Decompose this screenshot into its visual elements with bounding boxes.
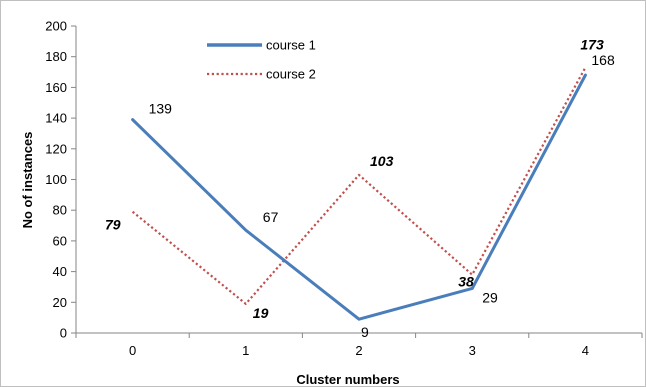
y-tick-label: 20 xyxy=(53,295,67,310)
x-tick-label: 4 xyxy=(582,343,589,358)
y-tick-label: 140 xyxy=(45,111,67,126)
y-tick-label: 0 xyxy=(60,326,67,341)
y-tick-label: 60 xyxy=(53,233,67,248)
data-label: 79 xyxy=(105,217,121,233)
legend-label: course 2 xyxy=(266,67,316,82)
y-tick-label: 40 xyxy=(53,264,67,279)
x-tick-label: 0 xyxy=(129,343,136,358)
y-tick-label: 200 xyxy=(45,19,67,34)
data-labels: 139 67 9 29 168 79 19 103 38 173 xyxy=(105,36,615,340)
data-label: 38 xyxy=(458,274,474,290)
data-label: 103 xyxy=(370,153,394,169)
series-line-course-1 xyxy=(131,73,587,321)
x-tick-labels: 0 1 2 3 4 xyxy=(129,343,589,358)
data-label: 67 xyxy=(263,209,279,225)
y-tick-label: 100 xyxy=(45,172,67,187)
data-label: 19 xyxy=(253,305,269,321)
legend: course 1 course 2 xyxy=(207,38,316,82)
y-tick-label: 180 xyxy=(45,49,67,64)
y-tick-label: 80 xyxy=(53,203,67,218)
data-label: 173 xyxy=(580,36,604,52)
legend-label: course 1 xyxy=(266,38,316,53)
data-label: 168 xyxy=(591,52,615,68)
axes xyxy=(71,25,643,338)
series-line-course-2 xyxy=(131,66,587,305)
data-label: 29 xyxy=(482,289,498,305)
data-label: 139 xyxy=(149,101,173,117)
data-label: 9 xyxy=(361,324,369,340)
x-axis-title: Cluster numbers xyxy=(296,372,399,387)
x-tick-label: 3 xyxy=(469,343,476,358)
x-tick-label: 1 xyxy=(242,343,249,358)
series-lines xyxy=(131,66,587,321)
y-tick-label: 160 xyxy=(45,80,67,95)
y-tick-label: 120 xyxy=(45,141,67,156)
y-tick-labels: 0 20 40 60 80 100 120 140 160 180 200 xyxy=(45,19,67,341)
y-axis-title: No of instances xyxy=(20,132,35,229)
x-tick-label: 2 xyxy=(355,343,362,358)
